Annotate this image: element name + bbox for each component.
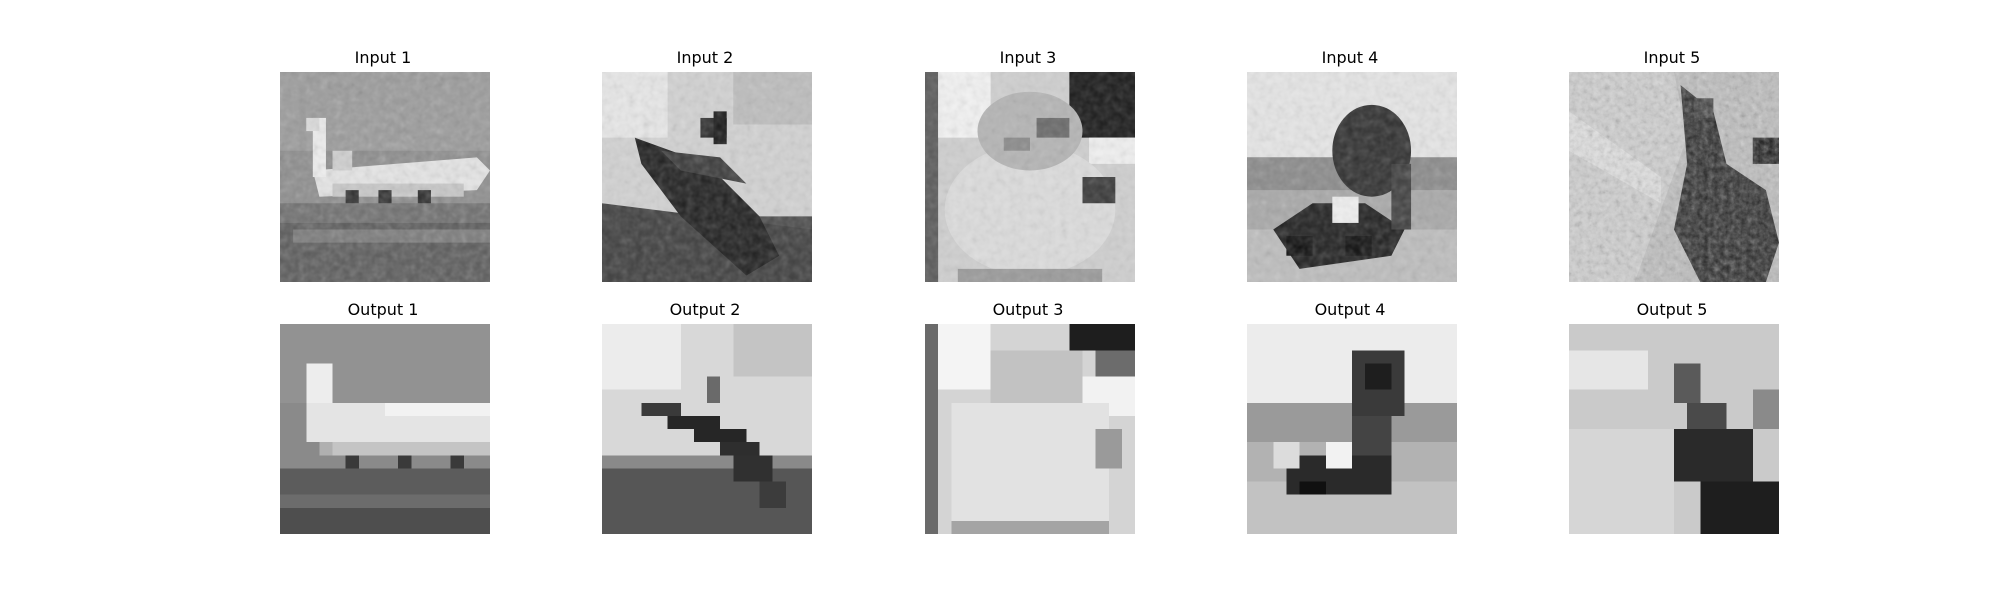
output-2-image	[602, 324, 812, 534]
output-2-title: Output 2	[669, 300, 741, 319]
input-4-image	[1247, 72, 1457, 282]
cat-image	[925, 72, 1135, 282]
output-5-image	[1569, 324, 1779, 534]
cat-reconstruction-image	[925, 324, 1135, 534]
input-3-image	[925, 72, 1135, 282]
airplane-reconstruction-image	[280, 324, 490, 534]
frog-image	[1247, 72, 1457, 282]
output-4-title: Output 4	[1314, 300, 1386, 319]
input-2-image	[602, 72, 812, 282]
output-4-image	[1247, 324, 1457, 534]
ship-image	[602, 72, 812, 282]
output-1-title: Output 1	[347, 300, 419, 319]
input-1-title: Input 1	[354, 48, 412, 67]
input-1-image	[280, 72, 490, 282]
frog-reconstruction-image	[1247, 324, 1457, 534]
input-4-title: Input 4	[1321, 48, 1379, 67]
output-1-image	[280, 324, 490, 534]
input-3-title: Input 3	[999, 48, 1057, 67]
airplane-image	[280, 72, 490, 282]
input-2-title: Input 2	[676, 48, 734, 67]
ship-reconstruction-image	[602, 324, 812, 534]
bird-reconstruction-image	[1569, 324, 1779, 534]
output-3-image	[925, 324, 1135, 534]
bird-image	[1569, 72, 1779, 282]
output-5-title: Output 5	[1636, 300, 1708, 319]
output-3-title: Output 3	[992, 300, 1064, 319]
input-5-image	[1569, 72, 1779, 282]
input-5-title: Input 5	[1643, 48, 1701, 67]
